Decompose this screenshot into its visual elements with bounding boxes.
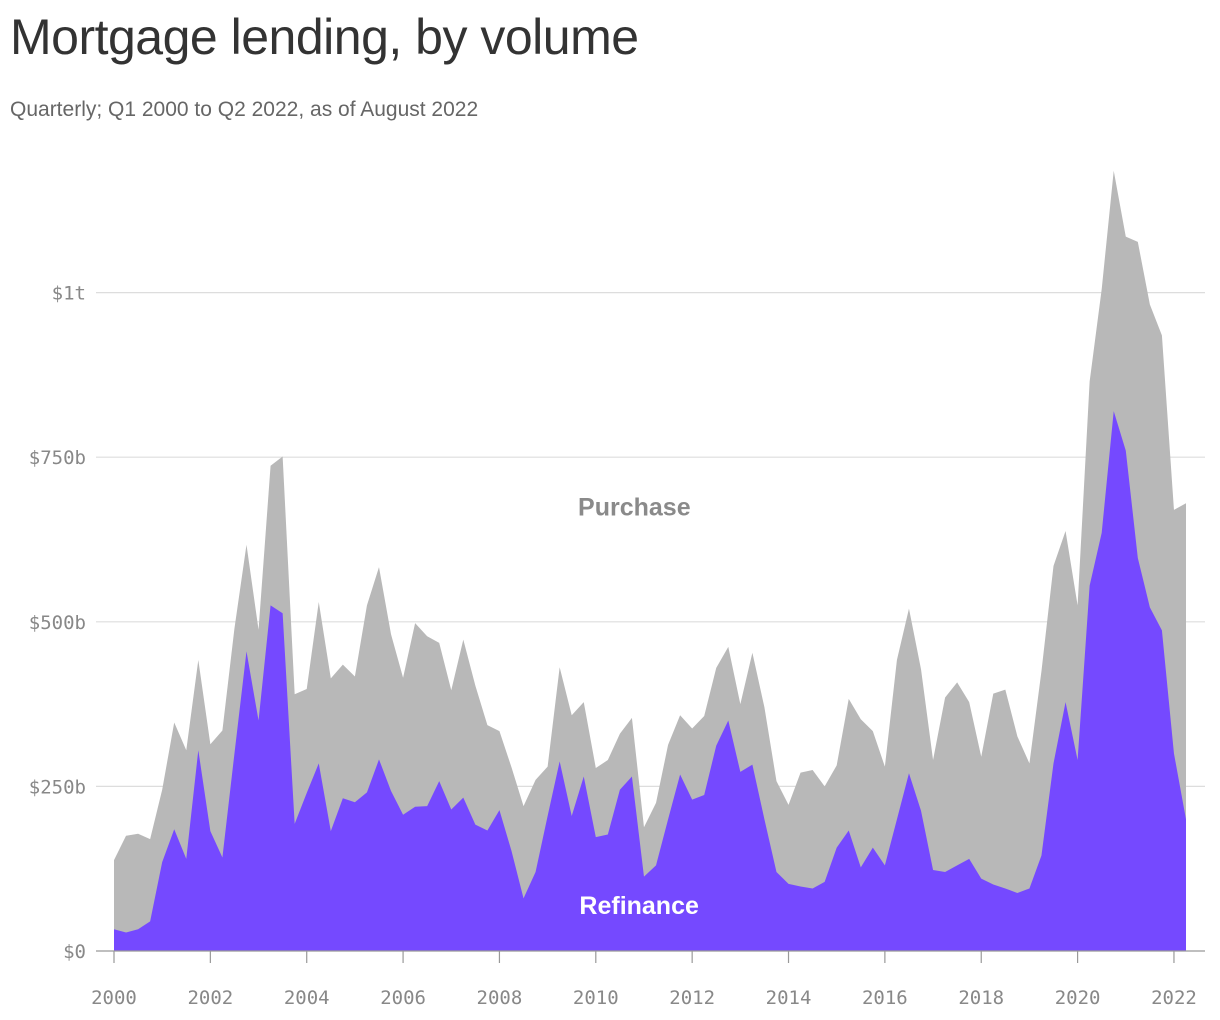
purchase-area xyxy=(114,170,1186,952)
x-tick-label: 2022 xyxy=(1151,987,1197,1009)
x-tick-label: 2014 xyxy=(766,987,812,1009)
y-tick-label: $250b xyxy=(29,776,86,798)
x-tick-label: 2000 xyxy=(91,987,137,1009)
x-tick-label: 2008 xyxy=(477,987,523,1009)
chart-title: Mortgage lending, by volume xyxy=(10,9,639,65)
refinance-area xyxy=(114,411,1186,951)
purchase-series-label: Purchase xyxy=(578,494,691,522)
y-tick-label: $750b xyxy=(29,447,86,469)
chart-subtitle: Quarterly; Q1 2000 to Q2 2022, as of Aug… xyxy=(10,98,479,121)
x-tick-label: 2016 xyxy=(862,987,908,1009)
y-tick-label: $0 xyxy=(63,941,86,963)
x-tick-label: 2004 xyxy=(284,987,330,1009)
stacked-areas xyxy=(114,170,1186,952)
refinance-series-label: Refinance xyxy=(579,892,699,920)
x-tick-label: 2010 xyxy=(573,987,619,1009)
y-tick-label: $1t xyxy=(52,283,86,305)
y-tick-label: $500b xyxy=(29,612,86,634)
x-tick-label: 2018 xyxy=(958,987,1004,1009)
x-tick-label: 2012 xyxy=(669,987,715,1009)
x-tick-label: 2002 xyxy=(187,987,233,1009)
x-tick-label: 2020 xyxy=(1055,987,1101,1009)
axes: $0 $250b $500b $750b $1t 2000 2002 2004 2006 2008… xyxy=(29,283,1205,1009)
x-tick-label: 2006 xyxy=(380,987,426,1009)
